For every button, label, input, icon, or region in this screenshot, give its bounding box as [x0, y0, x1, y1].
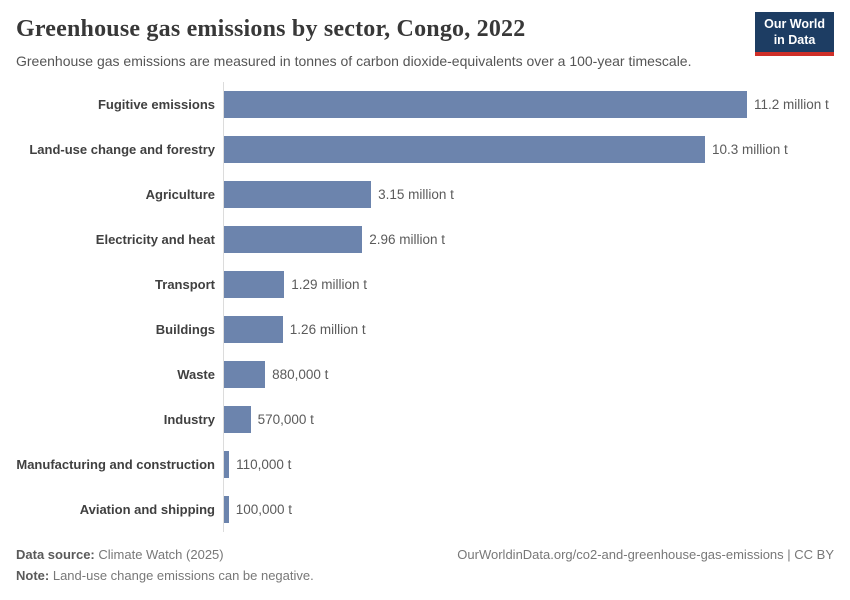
bar[interactable] — [224, 91, 747, 118]
owid-logo[interactable]: Our World in Data — [755, 12, 834, 57]
category-label: Land-use change and forestry — [29, 142, 215, 157]
bar-area: 1.29 million t — [223, 271, 834, 298]
bar[interactable] — [224, 136, 705, 163]
bar-area: 100,000 t — [223, 496, 834, 523]
chart-row: Manufacturing and construction 110,000 t — [16, 442, 834, 487]
bar[interactable] — [224, 226, 363, 253]
bar[interactable] — [224, 361, 266, 388]
bar-area: 570,000 t — [223, 406, 834, 433]
value-label: 570,000 t — [257, 412, 314, 427]
bar[interactable] — [224, 316, 283, 343]
chart-row: Waste 880,000 t — [16, 352, 834, 397]
page-title: Greenhouse gas emissions by sector, Cong… — [16, 16, 526, 42]
bar[interactable] — [224, 271, 285, 298]
value-label: 1.29 million t — [291, 277, 367, 292]
category-label: Aviation and shipping — [79, 502, 215, 517]
value-label: 880,000 t — [272, 367, 329, 382]
note-line: Note: Land-use change emissions can be n… — [16, 566, 314, 587]
footer-link[interactable]: OurWorldinData.org/co2-and-greenhouse-ga… — [457, 547, 834, 562]
footer-left: Data source: Climate Watch (2025) Note: … — [16, 545, 314, 587]
bar[interactable] — [224, 406, 251, 433]
category-label: Fugitive emissions — [97, 97, 215, 112]
chart-footer: Data source: Climate Watch (2025) Note: … — [16, 545, 834, 587]
chart-row: Agriculture 3.15 million t — [16, 172, 834, 217]
owid-logo-line1: Our World — [764, 17, 825, 31]
bar-area: 2.96 million t — [223, 226, 834, 253]
category-label: Electricity and heat — [95, 232, 215, 247]
data-source-value[interactable]: Climate Watch (2025) — [98, 547, 224, 562]
chart-row: Transport 1.29 million t — [16, 262, 834, 307]
bar-area: 10.3 million t — [223, 136, 834, 163]
note-label: Note: — [16, 567, 50, 583]
value-label: 2.96 million t — [369, 232, 445, 247]
chart-row: Fugitive emissions 11.2 million t — [16, 82, 834, 127]
bar-chart: Fugitive emissions 11.2 million t Land-u… — [16, 82, 834, 532]
bar-area: 110,000 t — [223, 451, 834, 478]
value-label: 1.26 million t — [289, 322, 366, 337]
chart-subtitle: Greenhouse gas emissions are measured in… — [16, 53, 692, 69]
category-label: Buildings — [155, 322, 215, 337]
bar-area: 3.15 million t — [223, 181, 834, 208]
value-label: 11.2 million t — [754, 97, 829, 112]
owid-logo-line2: in Data — [773, 32, 816, 47]
value-label: 3.15 million t — [378, 187, 454, 202]
chart-row: Aviation and shipping 100,000 t — [16, 487, 834, 532]
category-label: Agriculture — [145, 187, 215, 202]
value-label: 110,000 t — [236, 457, 292, 472]
data-source-label: Data source: — [16, 547, 95, 562]
bar-area: 11.2 million t — [223, 91, 834, 118]
chart-row: Land-use change and forestry 10.3 millio… — [16, 127, 834, 172]
chart-row: Industry 570,000 t — [16, 397, 834, 442]
bar[interactable] — [224, 181, 372, 208]
category-label: Transport — [155, 277, 215, 292]
y-axis-line — [223, 82, 224, 532]
category-label: Waste — [177, 367, 215, 382]
value-label: 100,000 t — [235, 502, 292, 517]
note-value: Land-use change emissions can be negativ… — [52, 567, 314, 583]
data-source-line: Data source: Climate Watch (2025) — [16, 545, 314, 566]
chart-row: Electricity and heat 2.96 million t — [16, 217, 834, 262]
bar-area: 1.26 million t — [223, 316, 834, 343]
chart-header: Greenhouse gas emissions by sector, Cong… — [0, 0, 850, 69]
bar-area: 880,000 t — [223, 361, 834, 388]
category-label: Industry — [163, 412, 215, 427]
value-label: 10.3 million t — [712, 142, 788, 157]
bar[interactable] — [224, 451, 230, 478]
chart-row: Buildings 1.26 million t — [16, 307, 834, 352]
bar[interactable] — [224, 496, 229, 523]
category-label: Manufacturing and construction — [16, 457, 215, 472]
